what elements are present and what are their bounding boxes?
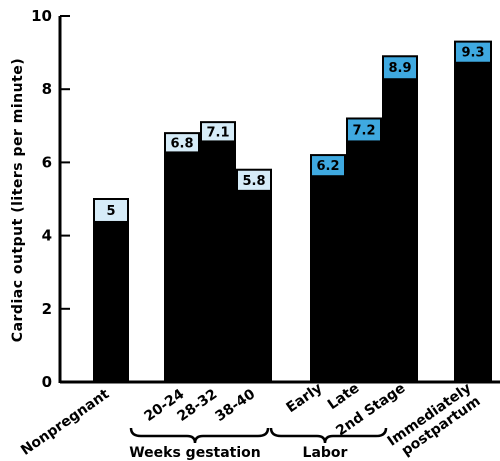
group-brackets: Weeks gestation Labor xyxy=(129,427,388,461)
y-tick-label: 6 xyxy=(42,153,52,171)
axes xyxy=(58,16,500,384)
bar-value-label: 5.8 xyxy=(242,174,265,189)
y-axis-title: Cardiac output (liters per minute) xyxy=(10,58,26,342)
bar-value-label: 7.1 xyxy=(206,125,229,140)
bar-body xyxy=(237,189,271,382)
bar-body xyxy=(201,140,235,382)
bar-body xyxy=(347,140,381,382)
bar-body xyxy=(94,220,128,382)
bar-body xyxy=(455,61,491,382)
bar-body xyxy=(165,151,199,382)
y-tick-label: 10 xyxy=(31,7,52,25)
bar-value-label: 9.3 xyxy=(461,46,484,61)
group-label: Labor xyxy=(303,445,348,461)
category-label: Late xyxy=(325,380,362,413)
bar-value-label: 5 xyxy=(106,204,115,219)
group-label: Weeks gestation xyxy=(129,445,261,461)
bar-value-label: 8.9 xyxy=(388,61,411,76)
y-tick-label: 2 xyxy=(42,300,52,318)
bar-value-label: 7.2 xyxy=(352,123,375,138)
bars: 5 6.8 7.1 5.8 6.2 7.2 8.9 9.3 xyxy=(93,40,492,384)
bar-value-label: 6.8 xyxy=(170,136,193,151)
category-label: Nonpregnant xyxy=(18,386,112,459)
category-label: Early xyxy=(283,380,325,416)
bar-body xyxy=(383,78,417,382)
group-bracket xyxy=(269,427,388,444)
bar-value-label: 6.2 xyxy=(316,159,339,174)
y-tick-label: 8 xyxy=(42,80,52,98)
y-tick-label: 4 xyxy=(42,227,52,245)
y-ticks: 0 2 4 6 8 10 xyxy=(31,7,70,391)
y-tick-label: 0 xyxy=(42,373,52,391)
category-label: 38-40 xyxy=(212,386,258,425)
group-bracket xyxy=(129,427,270,444)
bar-body xyxy=(311,175,345,382)
